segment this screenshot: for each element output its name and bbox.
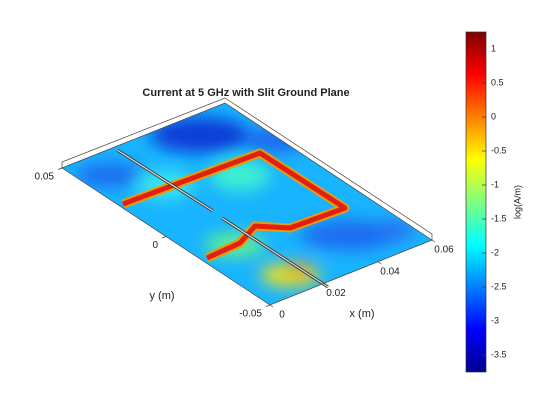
- colorbar-tick-label: 0: [491, 111, 496, 121]
- axes-box: [61, 97, 433, 240]
- colorbar-tick-label: -1: [491, 179, 499, 189]
- x-tick-label: 0.06: [434, 245, 454, 256]
- colorbar-label: log(A/m): [512, 185, 522, 219]
- y-tick-label: 0: [152, 240, 158, 251]
- x-axis-label: x (m): [349, 308, 374, 320]
- x-tick-label: 0: [279, 310, 285, 321]
- current-field: [62, 103, 432, 305]
- x-tick: [269, 304, 274, 308]
- colorbar-tick-label: 1: [491, 43, 496, 53]
- antenna: [121, 148, 350, 263]
- x-tick: [431, 239, 436, 243]
- colorbar-tick-label: -3: [491, 315, 499, 325]
- colorbar-tick-label: -2.5: [491, 281, 507, 291]
- colorbar: [465, 31, 487, 373]
- colorbar-tick-label: -0.5: [491, 145, 507, 155]
- y-tick-label: 0.05: [35, 172, 55, 183]
- x-tick: [377, 261, 382, 264]
- y-tick-label: -0.05: [239, 309, 262, 320]
- x-tick-label: 0.04: [380, 266, 400, 277]
- colorbar-tick-label: -2: [491, 247, 499, 257]
- y-axis-label: y (m): [149, 290, 174, 302]
- x-tick-label: 0.02: [326, 288, 346, 299]
- colorbar-tick-label: -1.5: [491, 213, 507, 223]
- colorbar-tick-label: -3.5: [491, 349, 507, 359]
- slit-inner: [116, 149, 329, 288]
- y-tick: [161, 236, 167, 239]
- x-tick: [323, 283, 328, 286]
- y-tick: [265, 304, 271, 307]
- colorbar-tick-label: 0.5: [491, 77, 504, 87]
- y-tick: [57, 167, 63, 170]
- chart-title: Current at 5 GHz with Slit Ground Plane: [142, 87, 349, 99]
